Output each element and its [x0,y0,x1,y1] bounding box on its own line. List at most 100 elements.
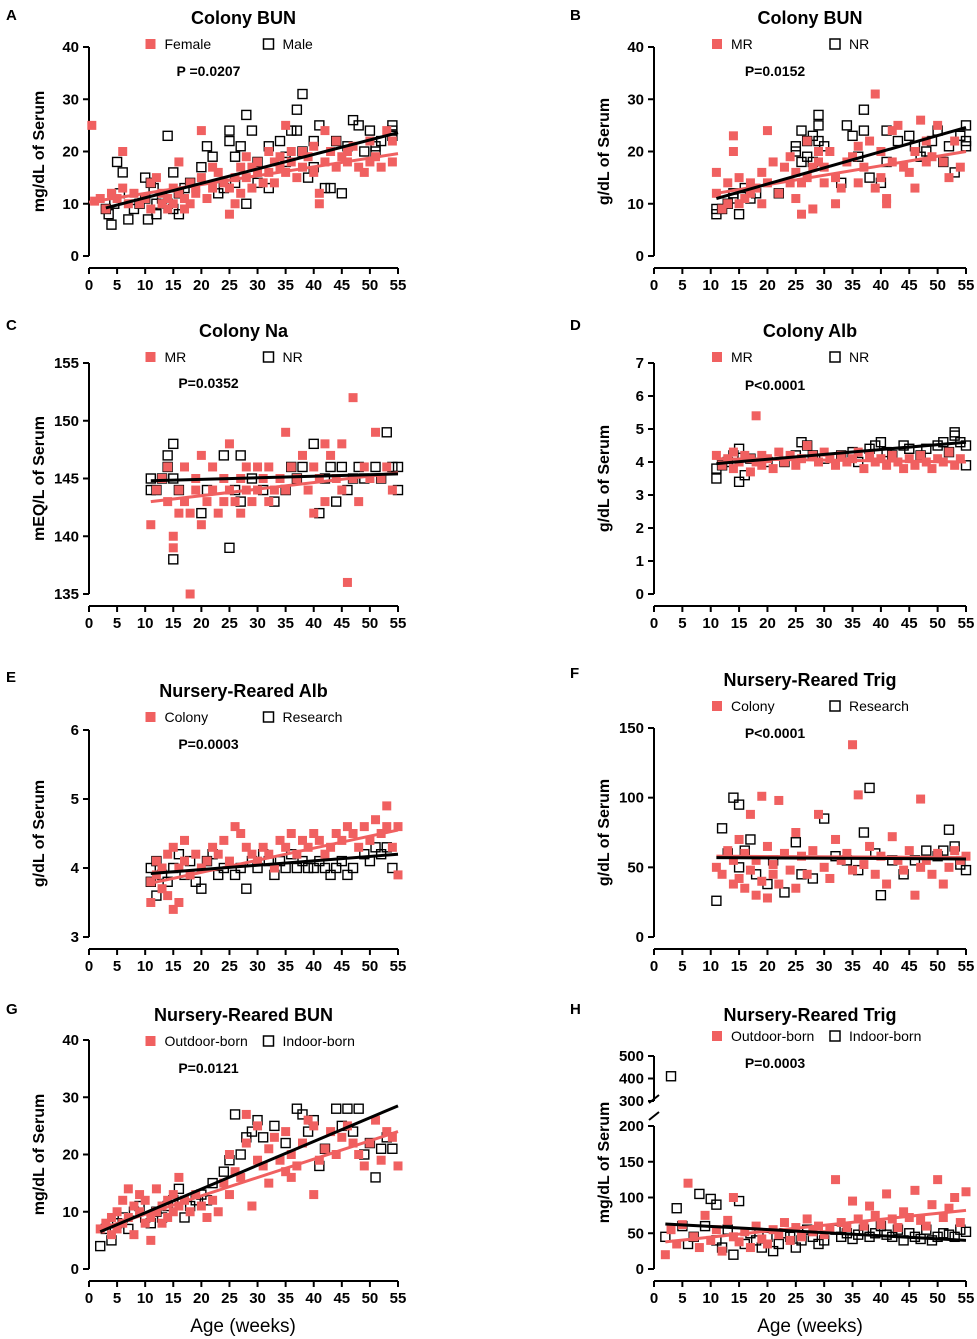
data-point [842,1223,852,1233]
data-point [387,485,397,495]
data-point [224,135,235,147]
data-point [836,450,846,460]
data-point [745,188,755,198]
data-point [168,1207,178,1217]
data-point [796,178,806,188]
data-point [757,1234,767,1244]
y-tick-label: 10 [62,1204,79,1221]
data-point [135,199,145,209]
data-point [790,1242,802,1253]
x-tick-label: 15 [165,615,182,632]
y-tick-label: 0 [636,586,644,603]
x-tick-label: 25 [221,1290,238,1307]
data-point [949,430,960,441]
legend-marker-open [262,38,275,50]
x-tick-label: 10 [702,615,719,632]
data-point [224,183,234,193]
data-point [370,1172,381,1183]
panel-letter: A [6,7,17,24]
data-point [191,1190,201,1200]
data-point [275,1155,285,1165]
data-point [140,1218,150,1228]
data-point [960,120,972,131]
data-point [734,834,744,844]
data-point [711,473,722,484]
x-tick-label: 45 [901,1290,918,1307]
x-tick-label: 50 [362,1290,379,1307]
data-point [174,508,184,518]
data-point [865,450,875,460]
data-point [308,438,319,450]
data-point [762,893,772,903]
data-point [230,822,240,832]
x-tick-label: 15 [731,1290,748,1307]
y-tick-label: 4 [71,860,80,877]
data-point [174,485,184,495]
x-tick-label: 10 [137,958,154,975]
data-point [831,173,841,183]
chart-title: Nursery-Reared Trig [723,670,896,690]
legend-label: Colony [731,698,775,714]
data-point [774,447,784,457]
legend-marker-filled [145,352,156,362]
p-value: P<0.0001 [745,377,806,393]
x-tick-label: 15 [731,277,748,294]
data-point [728,855,738,865]
data-point [949,427,960,438]
data-point [163,204,173,214]
data-point [723,178,733,188]
data-point [904,167,914,177]
data-point [813,1238,824,1250]
y-tick-label: 0 [71,248,79,265]
data-point [258,1161,268,1171]
p-value: P<0.0001 [745,725,806,741]
data-point [95,194,105,204]
data-point [236,162,246,172]
y-tick-label: 150 [54,413,79,430]
data-point [762,1239,772,1249]
legend-label: NR [849,36,869,52]
data-point [331,862,342,874]
axes [653,728,966,950]
data-point [286,1172,296,1182]
data-point [796,209,806,219]
data-point [320,439,330,449]
data-point [865,1201,875,1211]
data-point [740,1227,750,1237]
panel-f: F Nursery-Reared Trig Colony Research P<0.00… [570,665,974,975]
data-point [87,120,97,130]
legend-label: Outdoor-born [165,1033,248,1049]
data-point [353,1103,364,1114]
y-tick-label: 40 [627,39,644,56]
legend-marker-filled [712,39,722,49]
data-point [241,462,251,472]
data-point [694,1188,705,1200]
data-point [281,427,291,437]
x-tick-label: 35 [277,277,294,294]
y-tick-label: 50 [627,859,644,876]
chart-title: Nursery-Reared Trig [723,1005,896,1025]
data-point [751,457,761,467]
data-point [899,464,909,474]
data-point [253,157,263,167]
data-point [960,1226,972,1238]
data-point [387,120,398,131]
x-tick-label: 55 [958,958,975,975]
series-colony [146,801,403,914]
data-point [728,1232,738,1242]
data-point [325,461,336,473]
data-point [916,862,926,872]
data-point [734,873,744,883]
data-point [802,1214,812,1224]
data-point [819,178,829,188]
data-point [842,848,852,858]
data-point [723,1215,733,1225]
data-point [711,895,722,906]
data-point [309,141,319,151]
data-point [213,188,224,199]
x-tick-label: 0 [85,958,93,975]
y-tick-label: 30 [627,91,644,108]
data-point [286,147,296,156]
data-point [933,454,943,464]
